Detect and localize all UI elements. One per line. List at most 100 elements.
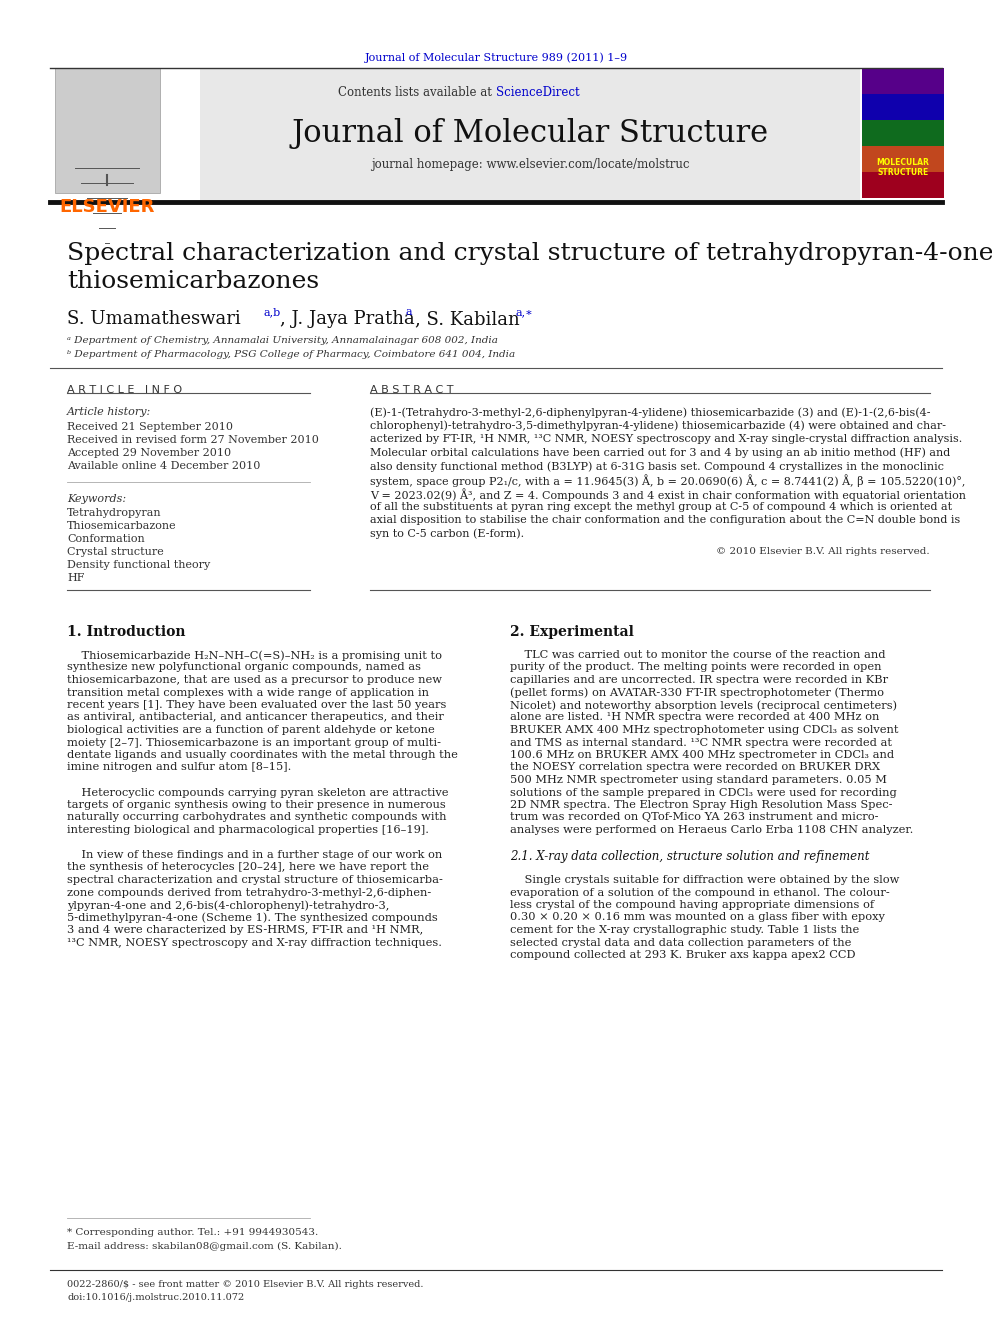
Text: and TMS as internal standard. ¹³C NMR spectra were recorded at: and TMS as internal standard. ¹³C NMR sp… — [510, 737, 892, 747]
Text: less crystal of the compound having appropriate dimensions of: less crystal of the compound having appr… — [510, 900, 874, 910]
Text: (pellet forms) on AVATAR-330 FT-IR spectrophotometer (Thermo: (pellet forms) on AVATAR-330 FT-IR spect… — [510, 688, 884, 699]
Text: 3 and 4 were characterized by ES-HRMS, FT-IR and ¹H NMR,: 3 and 4 were characterized by ES-HRMS, F… — [67, 925, 424, 935]
Text: doi:10.1016/j.molstruc.2010.11.072: doi:10.1016/j.molstruc.2010.11.072 — [67, 1293, 244, 1302]
Text: Thiosemicarbazide H₂N–NH–C(=S)–NH₂ is a promising unit to: Thiosemicarbazide H₂N–NH–C(=S)–NH₂ is a … — [67, 650, 442, 660]
Text: ELSEVIER: ELSEVIER — [60, 198, 155, 216]
Text: of all the substituents at pyran ring except the methyl group at C-5 of compound: of all the substituents at pyran ring ex… — [370, 501, 952, 512]
Text: ᵇ Department of Pharmacology, PSG College of Pharmacy, Coimbatore 641 004, India: ᵇ Department of Pharmacology, PSG Colleg… — [67, 351, 515, 359]
Text: 100.6 MHz on BRUKER AMX 400 MHz spectrometer in CDCl₃ and: 100.6 MHz on BRUKER AMX 400 MHz spectrom… — [510, 750, 894, 759]
Text: ᵃ Department of Chemistry, Annamalai University, Annamalainagar 608 002, India: ᵃ Department of Chemistry, Annamalai Uni… — [67, 336, 498, 345]
Text: Journal of Molecular Structure 989 (2011) 1–9: Journal of Molecular Structure 989 (2011… — [364, 52, 628, 62]
Text: 2.1. X-ray data collection, structure solution and refinement: 2.1. X-ray data collection, structure so… — [510, 849, 870, 863]
Text: naturally occurring carbohydrates and synthetic compounds with: naturally occurring carbohydrates and sy… — [67, 812, 446, 823]
Text: thiosemicarbazones: thiosemicarbazones — [67, 270, 319, 292]
Text: V = 2023.02(9) Å³, and Z = 4. Compounds 3 and 4 exist in chair conformation with: V = 2023.02(9) Å³, and Z = 4. Compounds … — [370, 488, 966, 501]
Text: compound collected at 293 K. Bruker axs kappa apex2 CCD: compound collected at 293 K. Bruker axs … — [510, 950, 855, 960]
Text: selected crystal data and data collection parameters of the: selected crystal data and data collectio… — [510, 938, 851, 947]
Text: E-mail address: skabilan08@gmail.com (S. Kabilan).: E-mail address: skabilan08@gmail.com (S.… — [67, 1242, 342, 1252]
Text: * Corresponding author. Tel.: +91 9944930543.: * Corresponding author. Tel.: +91 994493… — [67, 1228, 318, 1237]
Text: analyses were performed on Heraeus Carlo Erba 1108 CHN analyzer.: analyses were performed on Heraeus Carlo… — [510, 826, 914, 835]
Text: synthesize new polyfunctional organic compounds, named as: synthesize new polyfunctional organic co… — [67, 663, 421, 672]
Text: evaporation of a solution of the compound in ethanol. The colour-: evaporation of a solution of the compoun… — [510, 888, 890, 897]
Text: Tetrahydropyran: Tetrahydropyran — [67, 508, 162, 519]
Text: trum was recorded on QTof-Mico YA 263 instrument and micro-: trum was recorded on QTof-Mico YA 263 in… — [510, 812, 879, 823]
Text: Molecular orbital calculations have been carried out for 3 and 4 by using an ab : Molecular orbital calculations have been… — [370, 447, 950, 458]
Text: alone are listed. ¹H NMR spectra were recorded at 400 MHz on: alone are listed. ¹H NMR spectra were re… — [510, 713, 879, 722]
FancyBboxPatch shape — [862, 120, 944, 146]
Text: MOLECULAR
STRUCTURE: MOLECULAR STRUCTURE — [877, 157, 930, 177]
FancyBboxPatch shape — [862, 67, 944, 198]
Text: Available online 4 December 2010: Available online 4 December 2010 — [67, 460, 260, 471]
Text: Single crystals suitable for diffraction were obtained by the slow: Single crystals suitable for diffraction… — [510, 875, 900, 885]
Text: A B S T R A C T: A B S T R A C T — [370, 385, 453, 396]
Text: recent years [1]. They have been evaluated over the last 50 years: recent years [1]. They have been evaluat… — [67, 700, 446, 710]
Text: 0.30 × 0.20 × 0.16 mm was mounted on a glass fiber with epoxy: 0.30 × 0.20 × 0.16 mm was mounted on a g… — [510, 913, 885, 922]
Text: A R T I C L E   I N F O: A R T I C L E I N F O — [67, 385, 183, 396]
Text: ylpyran-4-one and 2,6-bis(4-chlorophenyl)-tetrahydro-3,: ylpyran-4-one and 2,6-bis(4-chlorophenyl… — [67, 900, 390, 910]
Text: transition metal complexes with a wide range of application in: transition metal complexes with a wide r… — [67, 688, 429, 697]
FancyBboxPatch shape — [862, 172, 944, 198]
Text: the synthesis of heterocycles [20–24], here we have report the: the synthesis of heterocycles [20–24], h… — [67, 863, 429, 872]
Text: also density functional method (B3LYP) at 6-31G basis set. Compound 4 crystalliz: also density functional method (B3LYP) a… — [370, 460, 944, 471]
Text: biological activities are a function of parent aldehyde or ketone: biological activities are a function of … — [67, 725, 434, 736]
Text: TLC was carried out to monitor the course of the reaction and: TLC was carried out to monitor the cours… — [510, 650, 886, 660]
Text: interesting biological and pharmacological properties [16–19].: interesting biological and pharmacologic… — [67, 826, 429, 835]
Text: a,∗: a,∗ — [516, 307, 534, 318]
FancyBboxPatch shape — [862, 67, 944, 94]
Text: Contents lists available at: Contents lists available at — [338, 86, 496, 99]
Text: a,b: a,b — [264, 307, 282, 318]
Text: 5-dimethylpyran-4-one (Scheme 1). The synthesized compounds: 5-dimethylpyran-4-one (Scheme 1). The sy… — [67, 913, 437, 923]
Text: , S. Kabilan: , S. Kabilan — [415, 310, 526, 328]
Text: Received in revised form 27 November 2010: Received in revised form 27 November 201… — [67, 435, 318, 445]
Text: spectral characterization and crystal structure of thiosemicarba-: spectral characterization and crystal st… — [67, 875, 442, 885]
Text: a: a — [406, 307, 413, 318]
Text: cement for the X-ray crystallographic study. Table 1 lists the: cement for the X-ray crystallographic st… — [510, 925, 859, 935]
FancyBboxPatch shape — [862, 94, 944, 120]
Text: 2D NMR spectra. The Electron Spray High Resolution Mass Spec-: 2D NMR spectra. The Electron Spray High … — [510, 800, 893, 810]
Text: purity of the product. The melting points were recorded in open: purity of the product. The melting point… — [510, 663, 882, 672]
Text: © 2010 Elsevier B.V. All rights reserved.: © 2010 Elsevier B.V. All rights reserved… — [716, 546, 930, 556]
Text: ¹³C NMR, NOESY spectroscopy and X-ray diffraction techniques.: ¹³C NMR, NOESY spectroscopy and X-ray di… — [67, 938, 442, 947]
Text: acterized by FT-IR, ¹H NMR, ¹³C NMR, NOESY spectroscopy and X-ray single-crystal: acterized by FT-IR, ¹H NMR, ¹³C NMR, NOE… — [370, 434, 962, 445]
Text: BRUKER AMX 400 MHz spectrophotometer using CDCl₃ as solvent: BRUKER AMX 400 MHz spectrophotometer usi… — [510, 725, 899, 736]
Text: Heterocyclic compounds carrying pyran skeleton are attractive: Heterocyclic compounds carrying pyran sk… — [67, 787, 448, 798]
Text: 500 MHz NMR spectrometer using standard parameters. 0.05 M: 500 MHz NMR spectrometer using standard … — [510, 775, 887, 785]
Text: chlorophenyl)-tetrahydro-3,5-dimethylpyran-4-ylidene) thiosemicarbazide (4) were: chlorophenyl)-tetrahydro-3,5-dimethylpyr… — [370, 421, 946, 431]
Text: (E)-1-(Tetrahydro-3-methyl-2,6-diphenylpyran-4-ylidene) thiosemicarbazide (3) an: (E)-1-(Tetrahydro-3-methyl-2,6-diphenylp… — [370, 407, 930, 418]
Text: ScienceDirect: ScienceDirect — [496, 86, 579, 99]
Text: system, space group P2₁/c, with a = 11.9645(3) Å, b = 20.0690(6) Å, c = 8.7441(2: system, space group P2₁/c, with a = 11.9… — [370, 475, 965, 487]
Text: Nicolet) and noteworthy absorption levels (reciprocal centimeters): Nicolet) and noteworthy absorption level… — [510, 700, 897, 710]
Text: dentate ligands and usually coordinates with the metal through the: dentate ligands and usually coordinates … — [67, 750, 458, 759]
FancyBboxPatch shape — [200, 67, 860, 200]
Text: axial disposition to stabilise the chair conformation and the configuration abou: axial disposition to stabilise the chair… — [370, 515, 960, 525]
Text: as antiviral, antibacterial, and anticancer therapeutics, and their: as antiviral, antibacterial, and antican… — [67, 713, 443, 722]
Text: Received 21 September 2010: Received 21 September 2010 — [67, 422, 233, 433]
Text: Spectral characterization and crystal structure of tetrahydropyran-4-one: Spectral characterization and crystal st… — [67, 242, 992, 265]
Text: Thiosemicarbazone: Thiosemicarbazone — [67, 521, 177, 531]
Text: imine nitrogen and sulfur atom [8–15].: imine nitrogen and sulfur atom [8–15]. — [67, 762, 292, 773]
FancyBboxPatch shape — [55, 67, 160, 193]
Text: targets of organic synthesis owing to their presence in numerous: targets of organic synthesis owing to th… — [67, 800, 445, 810]
Text: In view of these findings and in a further stage of our work on: In view of these findings and in a furth… — [67, 849, 442, 860]
Text: HF: HF — [67, 573, 84, 583]
Text: Conformation: Conformation — [67, 534, 145, 544]
Text: solutions of the sample prepared in CDCl₃ were used for recording: solutions of the sample prepared in CDCl… — [510, 787, 897, 798]
Text: 2. Experimental: 2. Experimental — [510, 624, 634, 639]
Text: Accepted 29 November 2010: Accepted 29 November 2010 — [67, 448, 231, 458]
Text: the NOESY correlation spectra were recorded on BRUKER DRX: the NOESY correlation spectra were recor… — [510, 762, 880, 773]
Text: 1. Introduction: 1. Introduction — [67, 624, 186, 639]
FancyBboxPatch shape — [862, 146, 944, 172]
Text: Crystal structure: Crystal structure — [67, 546, 164, 557]
Text: Journal of Molecular Structure: Journal of Molecular Structure — [292, 118, 769, 149]
Text: Keywords:: Keywords: — [67, 493, 126, 504]
Text: thiosemicarbazone, that are used as a precursor to produce new: thiosemicarbazone, that are used as a pr… — [67, 675, 442, 685]
Text: capillaries and are uncorrected. IR spectra were recorded in KBr: capillaries and are uncorrected. IR spec… — [510, 675, 888, 685]
Text: Article history:: Article history: — [67, 407, 151, 417]
Text: S. Umamatheswari: S. Umamatheswari — [67, 310, 246, 328]
Text: zone compounds derived from tetrahydro-3-methyl-2,6-diphen-: zone compounds derived from tetrahydro-3… — [67, 888, 432, 897]
Text: journal homepage: www.elsevier.com/locate/molstruc: journal homepage: www.elsevier.com/locat… — [371, 157, 689, 171]
Text: syn to C-5 carbon (E-form).: syn to C-5 carbon (E-form). — [370, 528, 524, 538]
Text: Density functional theory: Density functional theory — [67, 560, 210, 570]
Text: , J. Jaya Pratha: , J. Jaya Pratha — [280, 310, 421, 328]
Text: moiety [2–7]. Thiosemicarbazone is an important group of multi-: moiety [2–7]. Thiosemicarbazone is an im… — [67, 737, 441, 747]
